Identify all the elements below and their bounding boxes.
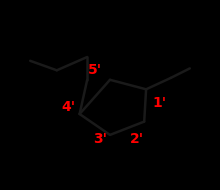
Text: 3': 3'	[94, 132, 108, 146]
Text: 4': 4'	[61, 100, 75, 114]
Text: 2': 2'	[130, 132, 144, 146]
Text: 1': 1'	[152, 96, 167, 110]
Text: 5': 5'	[88, 63, 102, 77]
